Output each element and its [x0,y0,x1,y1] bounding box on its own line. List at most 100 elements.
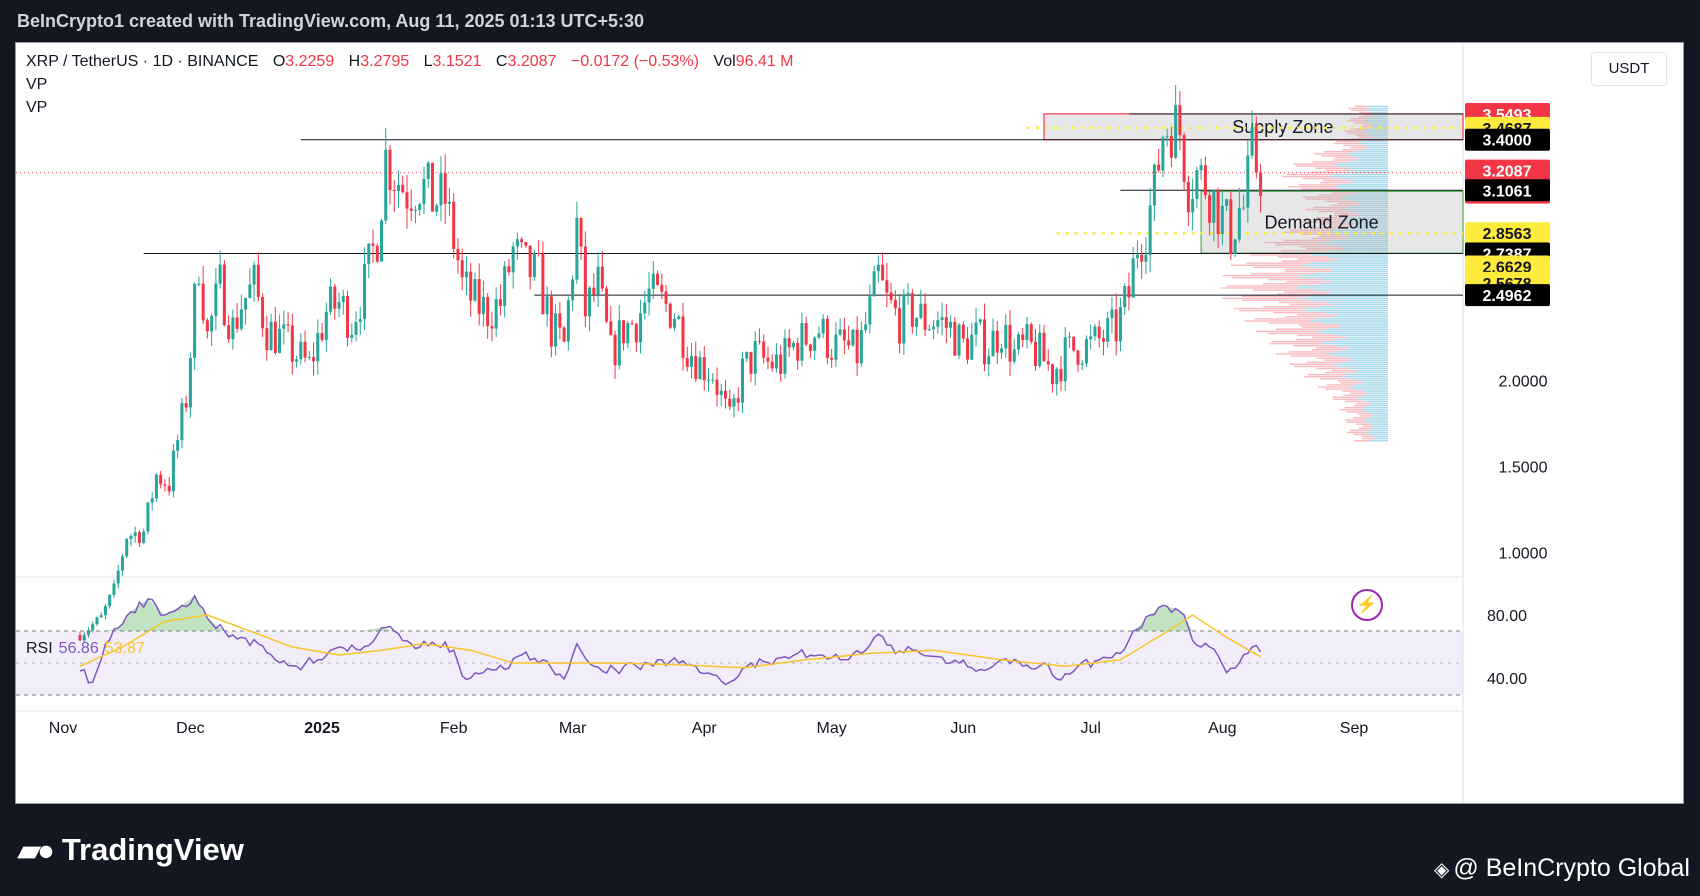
candle-body [1067,336,1071,338]
candle-body [473,279,477,301]
candle-body [396,184,400,192]
brand-name: TradingView [61,832,244,867]
lightning-icon[interactable]: ⚡ [1351,589,1383,621]
candle-body [940,317,944,321]
header-bar: BeInCrypto1 created with TradingView.com… [0,0,1700,42]
time-axis-label: 2025 [304,720,340,737]
candle-body [647,288,651,303]
time-axis-label: Nov [49,720,77,737]
candle-body [159,474,163,485]
candle-body [188,358,192,408]
candle-body [1050,364,1054,385]
candle-body [290,325,294,362]
candle-body [953,321,957,356]
candle-body [681,316,685,358]
candle-body [180,403,184,441]
candle-body [622,320,626,344]
candle-body [125,539,129,557]
candle-body [868,296,872,325]
candle-body [515,239,519,247]
candle-body [656,273,660,285]
beincrypto-credit: ◈ @ BeInCrypto Global [1434,854,1690,883]
time-axis-label: Jul [1080,720,1100,737]
time-axis-label: Jun [950,720,976,737]
candle-body [885,280,889,293]
candle-body [507,266,511,273]
candle-body [668,303,672,328]
candle-body [150,498,154,503]
candle-body [278,328,282,353]
candle-body [766,357,770,362]
candle-body [269,321,273,351]
candlestick-chart[interactable]: Supply Zone Demand Zone 1.0000 1.5000 2.0000… [16,43,1683,803]
candle-body [855,329,859,364]
candle-body [630,323,634,325]
candle-body [464,271,468,278]
candle-body [944,317,948,328]
candle-body [91,624,95,631]
rsi-label[interactable]: RSI [26,640,53,657]
candle-body [592,287,596,295]
open-value: 3.2259 [285,53,335,70]
candle-body [834,334,838,360]
candle-body [1106,318,1110,342]
candle-body [757,340,761,342]
rsi-ma-value: 53.87 [104,640,145,657]
candle-body [116,570,120,584]
candle-body [490,326,494,329]
candle-body [1021,334,1025,341]
candle-body [154,474,158,499]
vp-indicator-label[interactable]: VP [26,76,48,93]
time-axis-label: Apr [692,720,718,737]
candle-body [571,279,575,301]
candle-body [983,319,987,365]
candle-body [82,634,86,641]
candle-body [299,341,303,360]
candle-body [842,329,846,341]
candle-body [1089,336,1093,340]
candle-body [838,329,842,335]
candle-body [350,334,354,338]
candle-body [384,149,388,221]
candle-body [978,319,982,323]
candle-body [1114,309,1118,342]
candle-body [435,205,439,212]
candle-body [902,294,906,344]
symbol-label[interactable]: XRP / TetherUS · 1D · BINANCE [26,53,259,70]
price-label: 3.4000 [1483,133,1532,150]
candle-body [1157,164,1161,171]
candle-body [613,334,617,366]
candle-body [1148,205,1152,255]
candle-body [740,358,744,403]
volume-value: 96.41 M [735,53,794,70]
candle-body [906,293,910,295]
candle-body [477,279,481,314]
currency-button[interactable]: USDT [1591,52,1667,86]
candle-body [808,344,812,351]
candle-body [193,284,197,359]
candle-body [1118,307,1122,342]
candle-body [1033,341,1037,366]
rsi-ma-line[interactable] [79,614,1261,669]
candle-body [486,296,490,327]
candle-body [337,302,341,309]
candle-body [1246,155,1250,208]
candle-body [409,208,413,211]
chart-frame[interactable]: Supply Zone Demand Zone 1.0000 1.5000 2.0000… [15,42,1684,804]
candle-body [316,333,320,362]
close-value: 3.2087 [507,53,557,70]
candle-body [974,322,978,335]
candle-body [227,325,231,340]
candle-body [600,266,604,289]
candle-body [346,296,350,338]
candle-body [537,252,541,254]
candle-body [817,333,821,338]
rsi-line[interactable] [79,594,1262,686]
candle-body [261,296,265,329]
candle-body [770,361,774,369]
candle-body [876,264,880,272]
candle-body [1144,254,1148,262]
vp-indicator-label-2[interactable]: VP [26,99,48,116]
candle-body [426,162,430,180]
candle-body [1152,164,1156,206]
